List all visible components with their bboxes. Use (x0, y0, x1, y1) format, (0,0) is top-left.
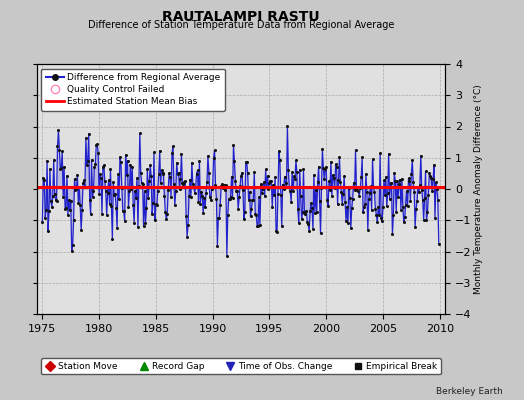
Text: Difference of Station Temperature Data from Regional Average: Difference of Station Temperature Data f… (88, 20, 394, 30)
Text: Berkeley Earth: Berkeley Earth (436, 387, 503, 396)
Text: RAUTALAMPI RASTU: RAUTALAMPI RASTU (162, 10, 320, 24)
Legend: Station Move, Record Gap, Time of Obs. Change, Empirical Break: Station Move, Record Gap, Time of Obs. C… (41, 358, 441, 374)
Y-axis label: Monthly Temperature Anomaly Difference (°C): Monthly Temperature Anomaly Difference (… (474, 84, 484, 294)
